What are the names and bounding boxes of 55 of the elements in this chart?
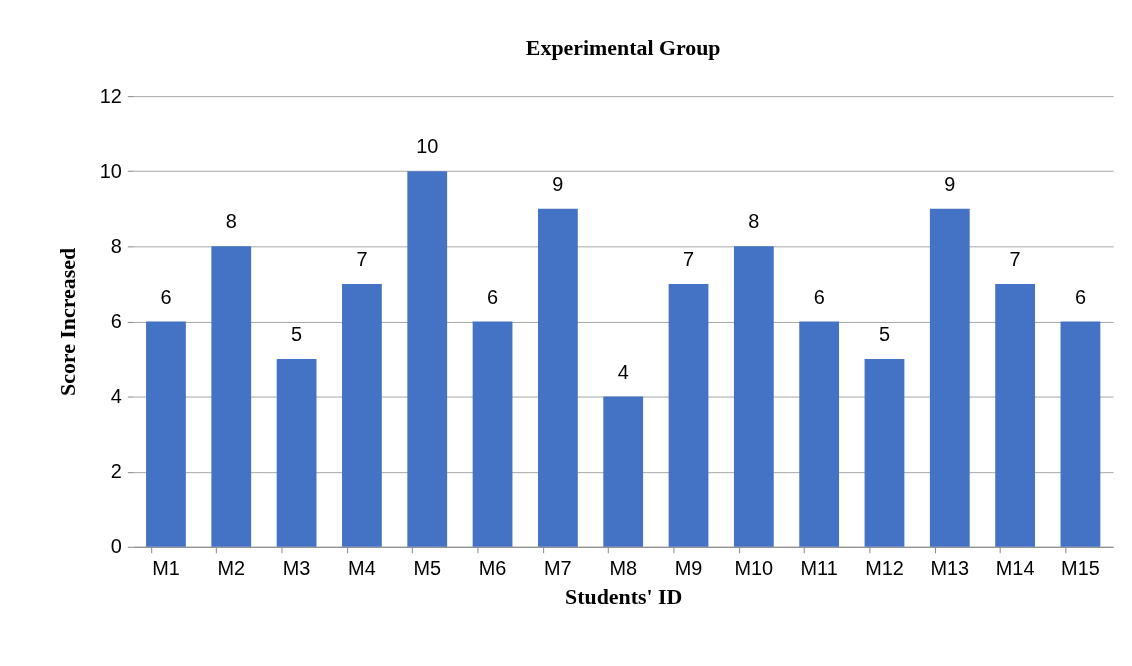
- y-tick-label: 10: [99, 159, 122, 182]
- y-tick-label: 12: [99, 84, 122, 107]
- bar: [929, 208, 970, 547]
- bar: [668, 283, 709, 547]
- data-label: 9: [552, 172, 564, 195]
- data-label: 8: [748, 210, 760, 233]
- data-label: 5: [291, 323, 303, 346]
- x-axis-title: Students' ID: [565, 584, 683, 609]
- bar: [537, 208, 578, 547]
- bar: [995, 283, 1036, 547]
- y-tick-label: 4: [110, 385, 122, 408]
- y-tick-label: 6: [110, 309, 122, 332]
- data-label: 6: [160, 285, 172, 308]
- data-label: 6: [1074, 285, 1086, 308]
- y-tick-label: 2: [110, 460, 122, 483]
- data-label: 8: [225, 210, 237, 233]
- data-label: 5: [878, 323, 891, 346]
- x-tick-label: M6: [478, 557, 507, 580]
- x-tick-label: M4: [348, 557, 376, 580]
- data-label: 6: [487, 285, 499, 308]
- data-label: 7: [682, 248, 695, 271]
- x-tick-label: M7: [544, 557, 572, 580]
- bar: [146, 321, 186, 547]
- bar: [342, 283, 382, 547]
- x-tick-label: M10: [734, 557, 774, 580]
- bar: [276, 359, 317, 547]
- bar: [603, 396, 644, 547]
- data-label: 9: [944, 172, 956, 195]
- bar: [864, 359, 905, 547]
- x-tick-label: M2: [217, 557, 246, 580]
- data-label: 6: [813, 285, 825, 308]
- data-label: 4: [617, 360, 629, 383]
- y-axis-title: Score Increased: [55, 247, 80, 396]
- chart-title: Experimental Group: [525, 36, 721, 61]
- bar: [407, 171, 448, 547]
- data-label: 7: [356, 248, 368, 271]
- x-tick-label: M5: [413, 557, 442, 580]
- x-tick-label: M12: [865, 557, 904, 580]
- x-tick-label: M1: [152, 557, 180, 580]
- x-tick-label: M9: [674, 557, 703, 580]
- y-tick-label: 0: [110, 535, 122, 558]
- x-tick-label: M13: [930, 557, 970, 580]
- data-label: 7: [1009, 248, 1021, 271]
- bar: [472, 321, 513, 547]
- x-tick-label: M8: [609, 557, 638, 580]
- x-tick-label: M15: [1061, 557, 1100, 580]
- bar: [733, 246, 774, 547]
- bar: [211, 246, 252, 547]
- x-tick-label: M3: [282, 557, 311, 580]
- data-label: 10: [416, 135, 439, 158]
- bar: [1060, 321, 1101, 547]
- bar: [799, 321, 840, 547]
- y-tick-label: 8: [110, 234, 122, 257]
- x-tick-label: M14: [995, 557, 1035, 580]
- x-tick-label: M11: [800, 557, 838, 580]
